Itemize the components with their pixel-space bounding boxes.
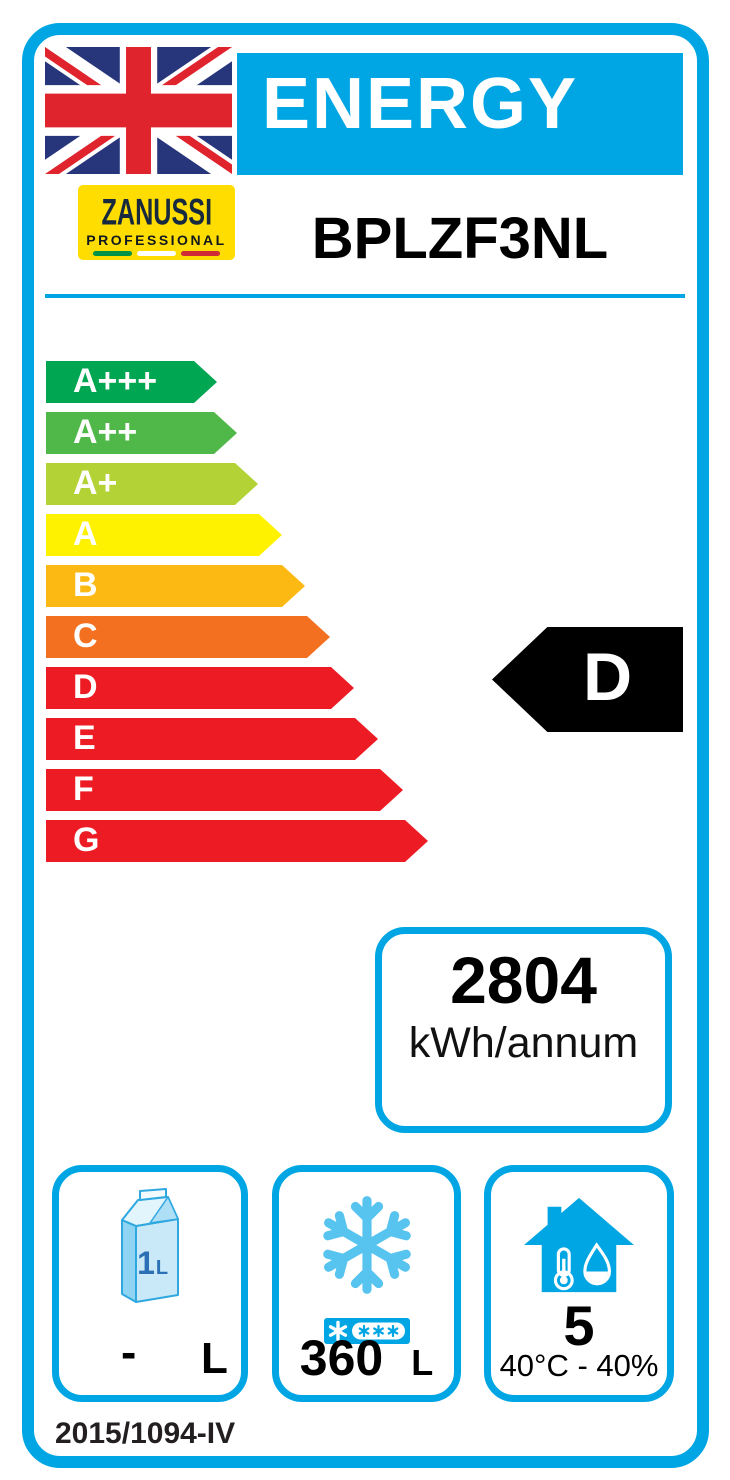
rating-scale: A+++ A++ A+ A B C D E F G: [46, 361, 428, 871]
rating-bar-aplusplusplus: A+++: [46, 361, 217, 403]
frozen-capacity-row: 360 L: [279, 1333, 454, 1383]
rating-bar-label: B: [73, 565, 98, 604]
rating-bar-label: A+++: [73, 361, 158, 400]
rating-bar-e: E: [46, 718, 378, 760]
carton-volume-unit: L: [156, 1257, 168, 1279]
rating-bar-c: C: [46, 616, 330, 658]
brand-logo: ZANUSSI PROFESSIONAL: [78, 185, 235, 260]
rating-bar-label: C: [73, 616, 98, 655]
freezer-star-rating-icon: [323, 1318, 410, 1344]
rating-bar-aplusplus: A++: [46, 412, 237, 454]
annual-energy-value: 2804: [450, 943, 597, 1017]
water-drop-icon: [583, 1242, 611, 1286]
rating-pointer-arrow: D: [492, 627, 683, 732]
italian-flag-stripe-icon: [93, 251, 220, 256]
carton-volume-number: 1: [137, 1245, 155, 1281]
rating-bar-aplus: A+: [46, 463, 258, 505]
rating-bar-label: A++: [73, 412, 138, 451]
annual-energy-unit: kWh/annum: [408, 1019, 639, 1068]
rating-bar-g: G: [46, 820, 428, 862]
rating-bar-label: A+: [73, 463, 118, 502]
header-separator: [45, 294, 685, 298]
model-number: BPLZF3NL: [311, 206, 609, 271]
climate-class-box: 5 40°C - 40%: [484, 1165, 674, 1402]
milk-carton-icon: 1 L: [121, 1188, 179, 1303]
energy-title: ENERGY: [262, 64, 579, 144]
rating-bar-b: B: [46, 565, 305, 607]
regulation-reference: 2015/1094-IV: [55, 1417, 236, 1450]
rating-value: D: [582, 638, 633, 715]
snowflake-icon: [322, 1196, 411, 1294]
energy-label: ENERGY ZANUSSI PROFESSIONAL BPLZF3NL A++…: [22, 23, 709, 1468]
rating-bar-f: F: [46, 769, 403, 811]
climate-condition: 40°C - 40%: [499, 1348, 659, 1383]
house-climate-icon: [524, 1197, 634, 1293]
brand-name: ZANUSSI: [101, 192, 212, 233]
rating-bar-d: D: [46, 667, 354, 709]
chill-capacity-value: -: [121, 1326, 137, 1378]
chill-capacity-row: - L: [59, 1329, 241, 1383]
annual-energy-box: 2804 kWh/annum: [375, 927, 672, 1133]
frozen-capacity-value: 360: [299, 1330, 384, 1386]
rating-bar-label: A: [73, 514, 98, 553]
frozen-compartment-box: 360 L: [272, 1165, 461, 1402]
brand-subtitle: PROFESSIONAL: [86, 232, 227, 248]
rating-bar-label: F: [73, 769, 94, 808]
rating-bar-label: G: [73, 820, 100, 859]
energy-banner: ENERGY: [237, 53, 683, 175]
rating-bar-label: E: [73, 718, 96, 757]
union-jack-flag-icon: [45, 47, 232, 174]
rating-bar-label: D: [73, 667, 98, 706]
rating-bar-a: A: [46, 514, 282, 556]
chill-compartment-box: 1 L - L: [52, 1165, 248, 1402]
climate-class-value: 5: [563, 1294, 595, 1357]
chill-capacity-unit: L: [201, 1334, 228, 1383]
frozen-capacity-unit: L: [411, 1342, 434, 1383]
